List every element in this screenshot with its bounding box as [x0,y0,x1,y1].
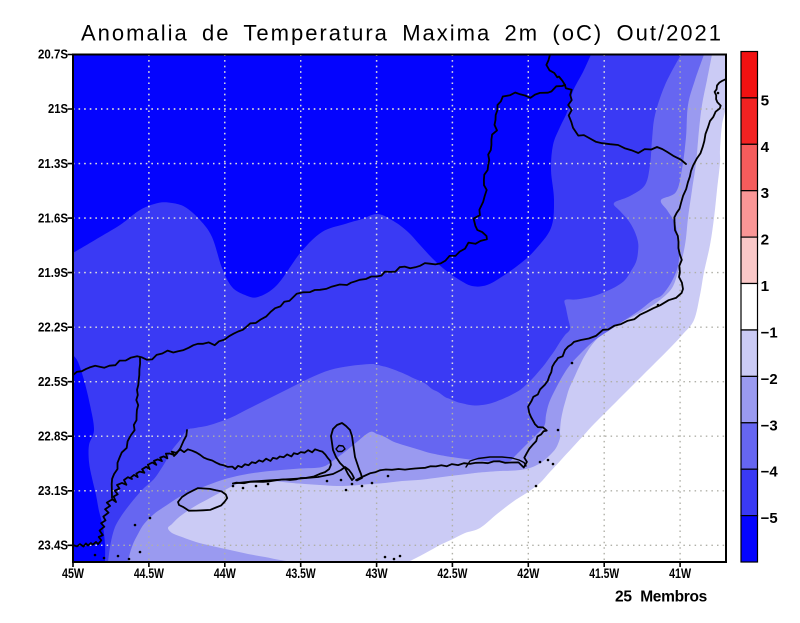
svg-text:5: 5 [761,93,770,109]
svg-text:22.5S: 22.5S [38,374,68,389]
svg-text:Anomalia de Temperatura Maxima: Anomalia de Temperatura Maxima 2m (oC) O… [81,21,723,46]
svg-text:44W: 44W [214,565,237,581]
svg-text:21S: 21S [48,101,68,116]
svg-text:4: 4 [761,140,770,156]
svg-text:21.3S: 21.3S [38,156,68,171]
svg-text:23.1S: 23.1S [38,483,68,498]
svg-text:−5: −5 [761,511,778,527]
svg-text:22.8S: 22.8S [38,428,68,443]
svg-text:−3: −3 [761,418,778,434]
svg-text:2: 2 [761,233,770,249]
svg-text:−2: −2 [761,372,778,388]
svg-text:21.6S: 21.6S [38,210,68,225]
svg-text:42.5W: 42.5W [437,565,468,581]
svg-text:45W: 45W [62,565,85,581]
svg-text:20.7S: 20.7S [38,47,68,62]
svg-text:23.4S: 23.4S [38,538,68,553]
svg-text:1: 1 [761,279,770,295]
svg-text:25 Membros: 25 Membros [615,589,707,606]
svg-text:−1: −1 [761,326,778,342]
svg-text:43W: 43W [366,565,389,581]
svg-text:22.2S: 22.2S [38,319,68,334]
svg-text:42W: 42W [517,565,540,581]
svg-text:43.5W: 43.5W [286,565,317,581]
svg-text:21.9S: 21.9S [38,265,68,280]
svg-text:41W: 41W [669,565,692,581]
svg-text:−4: −4 [761,465,778,481]
svg-text:44.5W: 44.5W [134,565,165,581]
svg-text:3: 3 [761,186,770,202]
svg-text:41.5W: 41.5W [589,565,620,581]
